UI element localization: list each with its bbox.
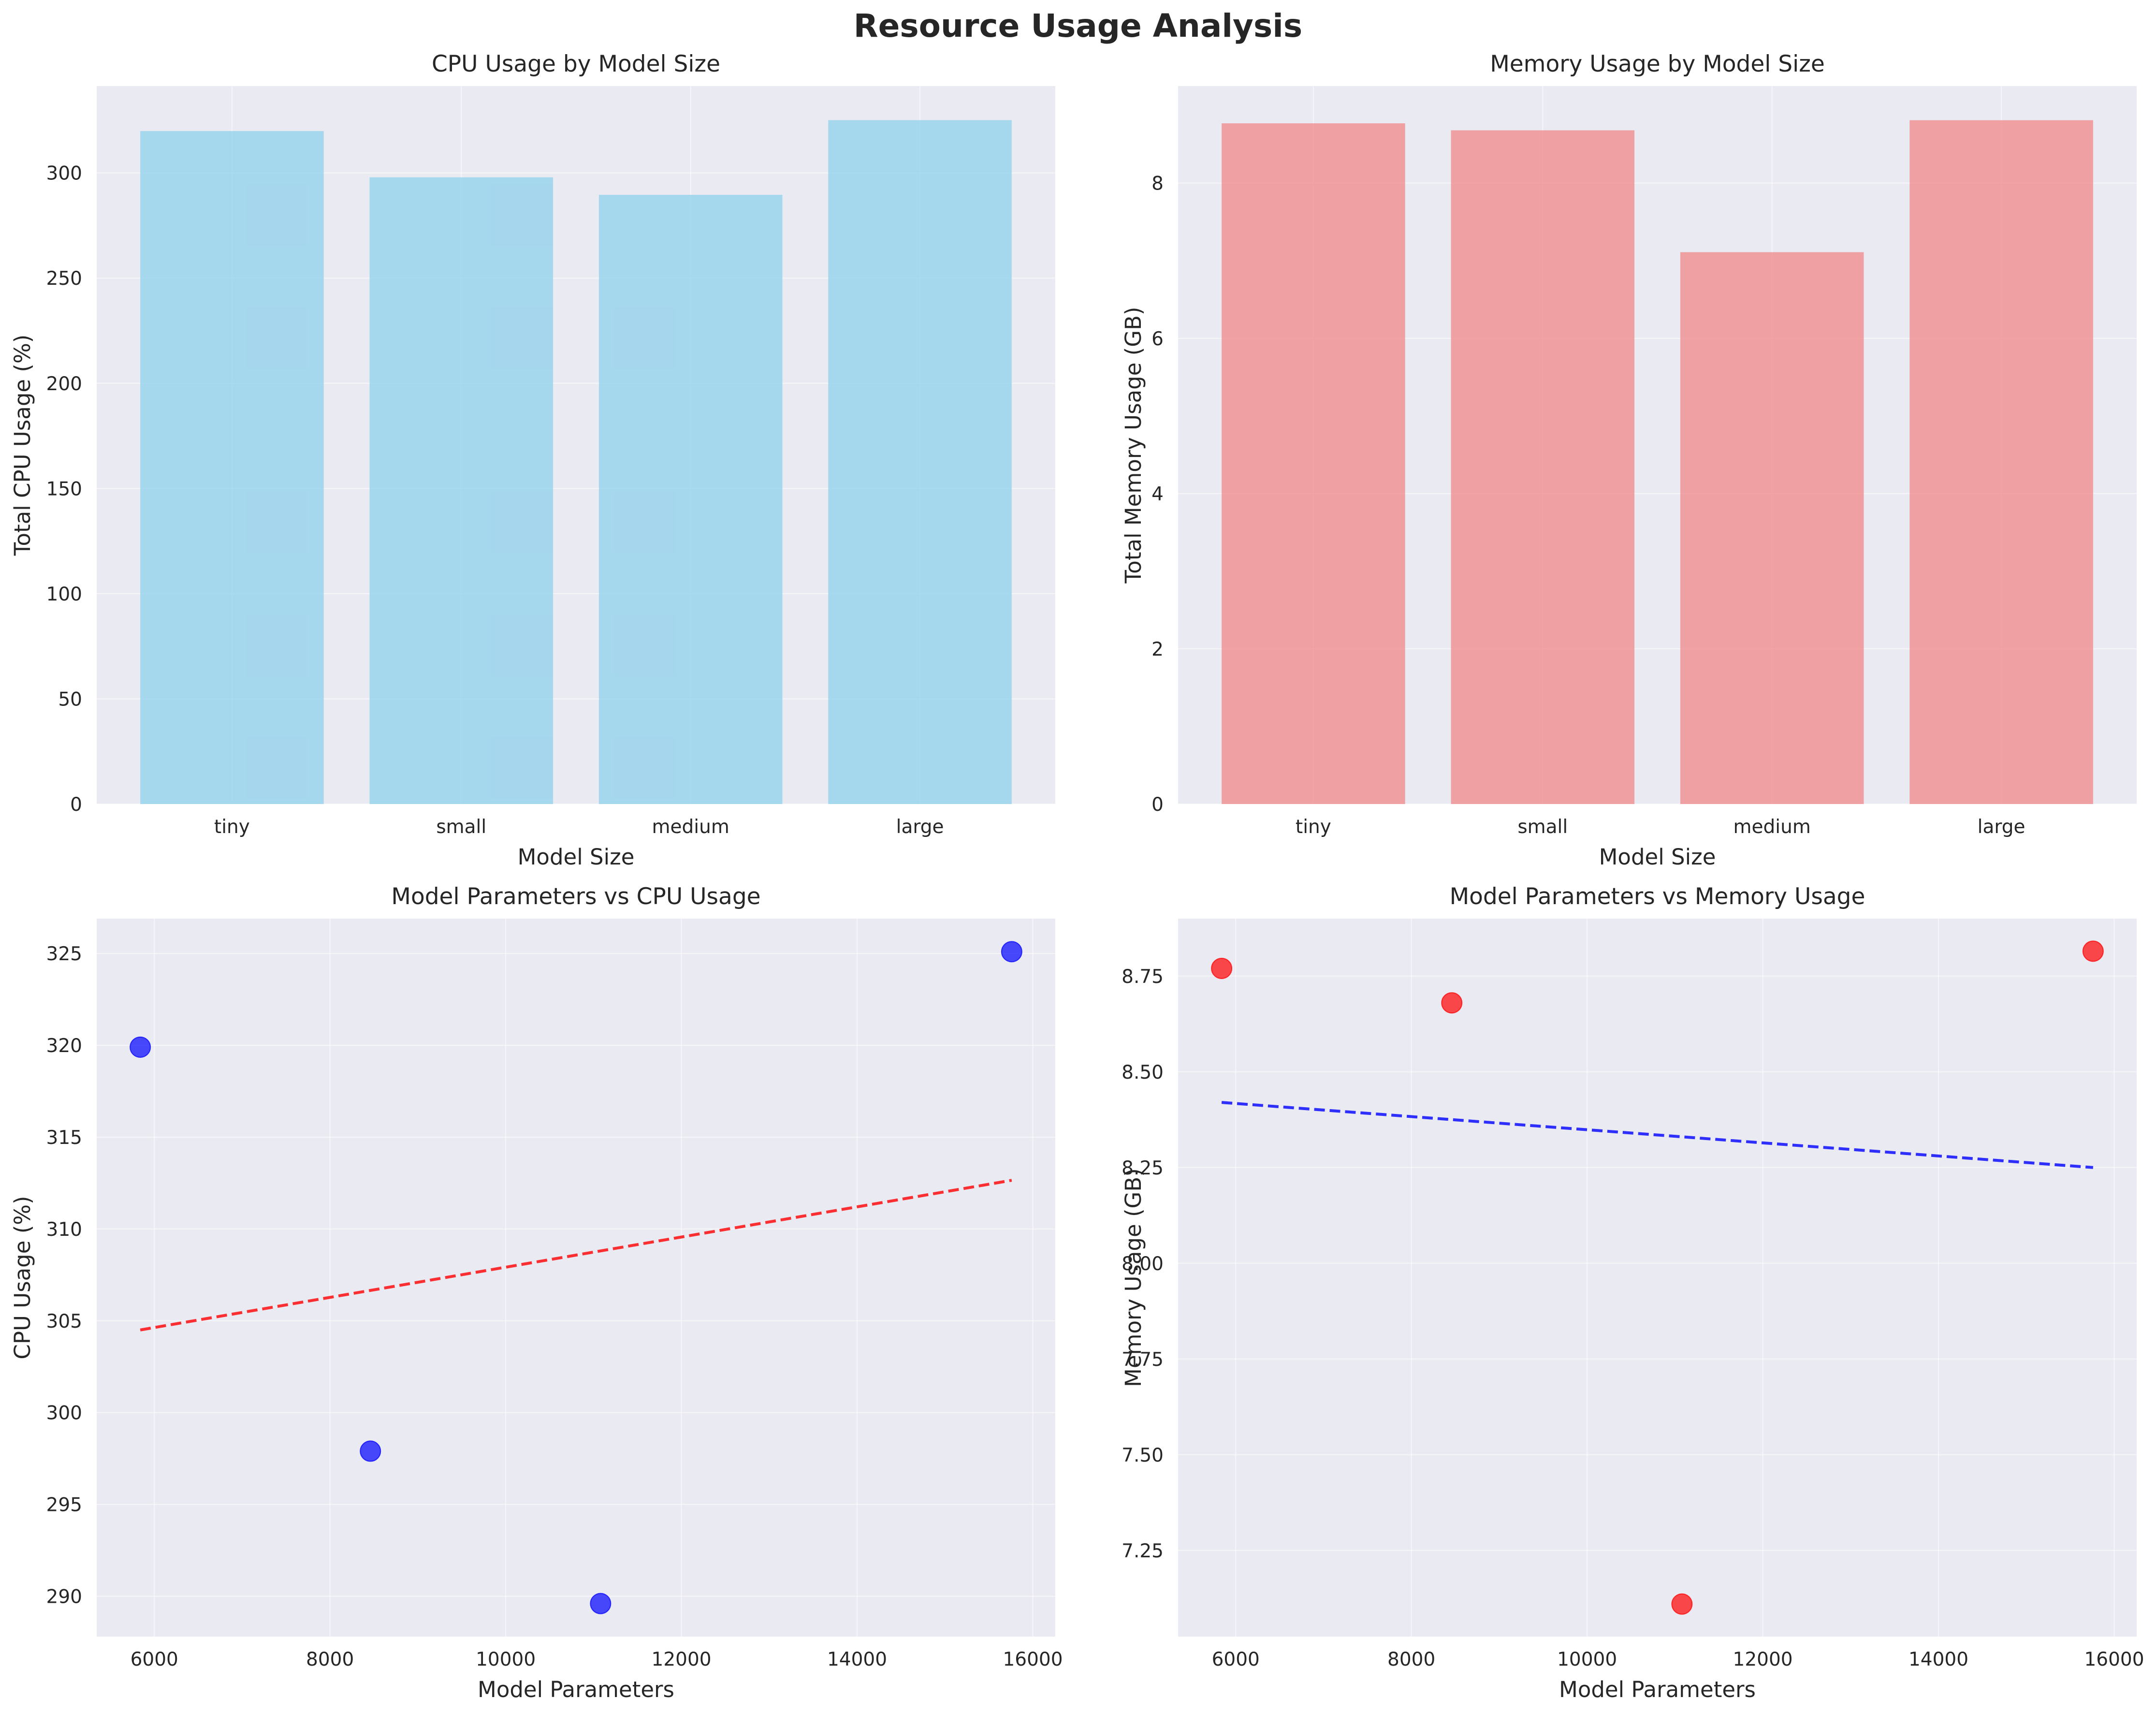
x-axis-label: Model Parameters xyxy=(1559,1677,1756,1702)
x-tick-label: 6000 xyxy=(1212,1649,1260,1670)
y-tick-label: 100 xyxy=(46,584,82,605)
y-tick-label: 4 xyxy=(1151,483,1164,505)
y-tick-label: 295 xyxy=(46,1494,82,1516)
x-tick-label: 10000 xyxy=(1557,1649,1617,1670)
y-tick-label: 150 xyxy=(46,478,82,500)
y-tick-label: 6 xyxy=(1151,328,1164,350)
scatter-point xyxy=(360,1440,381,1462)
y-tick-label: 300 xyxy=(46,163,82,185)
figure-title: Resource Usage Analysis xyxy=(854,7,1302,44)
bar-large xyxy=(828,120,1012,805)
y-tick-label: 7.25 xyxy=(1122,1540,1164,1562)
memory-bar-chart: 0 2 4 6 8 tiny small medium large Memory Usage by… xyxy=(1121,51,2137,870)
panel-title: Model Parameters vs Memory Usage xyxy=(1450,883,1865,910)
y-tick-label: 325 xyxy=(46,943,82,965)
bar-tiny xyxy=(140,131,324,805)
x-tick-label: large xyxy=(896,816,944,838)
y-axis-label: Total CPU Usage (%) xyxy=(10,335,35,556)
y-tick-label: 315 xyxy=(46,1127,82,1149)
y-tick-label: 2 xyxy=(1151,639,1164,660)
x-axis-label: Model Parameters xyxy=(478,1677,674,1702)
y-tick-label: 8.00 xyxy=(1122,1253,1164,1275)
x-tick-label: 12000 xyxy=(652,1649,712,1670)
cpu-scatter-chart: 290 295 300 305 310 315 320 325 6000 8000 10000 120… xyxy=(10,883,1063,1702)
y-tick-label: 250 xyxy=(46,268,82,290)
scatter-point xyxy=(130,1036,151,1058)
x-tick-label: 12000 xyxy=(1733,1649,1793,1670)
scatter-point xyxy=(2082,940,2104,962)
plot-area xyxy=(97,919,1055,1637)
y-tick-label: 305 xyxy=(46,1311,82,1332)
scatter-point xyxy=(1671,1593,1693,1615)
y-axis-label: Memory Usage (GB) xyxy=(1121,1168,1146,1387)
y-tick-label: 8.25 xyxy=(1122,1157,1164,1179)
trend-line xyxy=(140,1179,1012,1332)
x-tick-label: 10000 xyxy=(476,1649,536,1670)
panel-title: Memory Usage by Model Size xyxy=(1490,51,1825,77)
y-tick-label: 200 xyxy=(46,373,82,395)
panel-title: Model Parameters vs CPU Usage xyxy=(391,883,760,910)
y-tick-label: 310 xyxy=(46,1219,82,1241)
x-tick-label: tiny xyxy=(214,816,250,838)
y-axis-label: Total Memory Usage (GB) xyxy=(1121,307,1146,584)
trend-line xyxy=(1221,1101,2094,1169)
bar-large xyxy=(1909,120,2093,805)
x-axis-label: Model Size xyxy=(518,844,635,870)
scatter-point xyxy=(1211,957,1233,979)
x-tick-label: 16000 xyxy=(1003,1649,1063,1670)
x-tick-label: 8000 xyxy=(1387,1649,1435,1670)
y-tick-label: 8 xyxy=(1151,173,1164,195)
y-tick-label: 300 xyxy=(46,1403,82,1424)
bar-medium xyxy=(1680,252,1864,804)
scatter-point xyxy=(1001,941,1022,963)
scatter-point xyxy=(1441,992,1463,1014)
x-tick-label: 14000 xyxy=(827,1649,887,1670)
x-tick-label: large xyxy=(1978,816,2025,838)
x-tick-label: small xyxy=(436,816,486,838)
x-axis-label: Model Size xyxy=(1599,844,1716,870)
x-tick-label: tiny xyxy=(1296,816,1331,838)
memory-scatter-chart: 7.25 7.50 7.75 8.00 8.25 8.50 8.75 6000 8000 1000… xyxy=(1121,883,2144,1702)
plot-area xyxy=(1178,919,2137,1637)
scatter-point xyxy=(590,1593,612,1614)
x-tick-label: 14000 xyxy=(1908,1649,1968,1670)
x-tick-label: medium xyxy=(652,816,729,838)
x-tick-label: 8000 xyxy=(306,1649,354,1670)
bar-tiny xyxy=(1222,123,1405,805)
y-tick-label: 50 xyxy=(58,688,82,710)
panel-title: CPU Usage by Model Size xyxy=(432,51,720,77)
x-tick-label: small xyxy=(1517,816,1568,838)
bar-small xyxy=(1451,130,1635,805)
y-tick-label: 7.75 xyxy=(1122,1349,1164,1371)
x-tick-label: 6000 xyxy=(131,1649,178,1670)
y-tick-label: 8.50 xyxy=(1122,1062,1164,1083)
x-tick-label: medium xyxy=(1734,816,1811,838)
x-tick-label: 16000 xyxy=(2084,1649,2144,1670)
y-tick-label: 320 xyxy=(46,1035,82,1057)
bar-medium xyxy=(598,194,783,804)
y-tick-label: 0 xyxy=(70,794,82,816)
y-tick-label: 290 xyxy=(46,1586,82,1608)
y-tick-label: 8.75 xyxy=(1122,966,1164,988)
bar-small xyxy=(369,177,554,804)
y-tick-label: 0 xyxy=(1151,794,1164,816)
y-tick-label: 7.50 xyxy=(1122,1445,1164,1466)
cpu-bar-chart: 0 50 100 150 200 250 300 tiny small medium large CP… xyxy=(10,51,1055,870)
y-axis-label: CPU Usage (%) xyxy=(10,1196,35,1359)
